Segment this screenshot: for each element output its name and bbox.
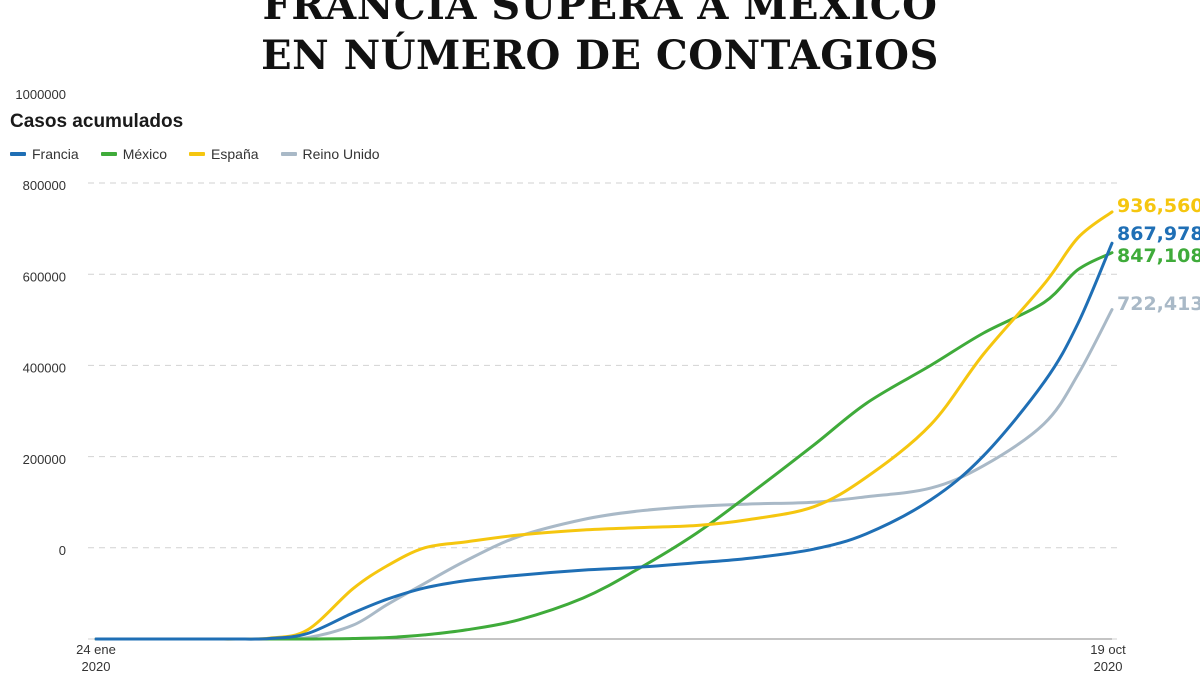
chart-legend: Francia México España Reino Unido: [10, 146, 380, 162]
y-tick-label-600000: 600000: [23, 269, 66, 284]
end-label-mexico: 847,108: [1117, 245, 1200, 267]
y-tick-label-800000: 800000: [23, 178, 66, 193]
legend-label-francia: Francia: [32, 146, 79, 162]
x-tick-label-0-year: 2020: [82, 659, 111, 674]
legend-swatch-mexico: [100, 152, 117, 156]
x-tick-label-1: 19 oct: [1090, 642, 1126, 657]
chart-subtitle: Casos acumulados: [10, 111, 184, 132]
legend-swatch-espana: [189, 152, 206, 156]
series-line-espana: [94, 210, 1114, 641]
legend-item-mexico: México: [100, 146, 168, 162]
legend-item-espana: España: [189, 146, 259, 162]
legend-label-mexico: México: [122, 146, 168, 162]
chart-title-line-1: FRANCIA SUPERA A MÉXICO: [262, 0, 938, 29]
series-line-mexico: [94, 251, 1114, 641]
chart-title-line-2: EN NÚMERO DE CONTAGIOS: [261, 32, 939, 79]
y-tick-label-400000: 400000: [23, 361, 66, 376]
series-line-francia: [94, 241, 1114, 641]
legend-item-francia: Francia: [10, 146, 79, 162]
end-label-espana: 936,560: [1117, 195, 1200, 217]
y-tick-label-0: 0: [59, 543, 66, 558]
legend-label-espana: España: [211, 146, 259, 162]
legend-label-reino-unido: Reino Unido: [302, 146, 380, 162]
y-tick-label-1000000: 1000000: [15, 87, 66, 102]
legend-item-reino-unido: Reino Unido: [280, 146, 380, 162]
legend-swatch-francia: [10, 152, 26, 156]
legend-swatch-reino-unido: [280, 152, 297, 156]
y-tick-label-200000: 200000: [23, 452, 66, 467]
x-tick-label-1-year: 2020: [1094, 659, 1123, 674]
end-label-francia: 867,978: [1117, 223, 1200, 245]
x-tick-label-0: 24 ene: [76, 642, 116, 657]
end-label-reino-unido: 722,413: [1117, 293, 1200, 315]
